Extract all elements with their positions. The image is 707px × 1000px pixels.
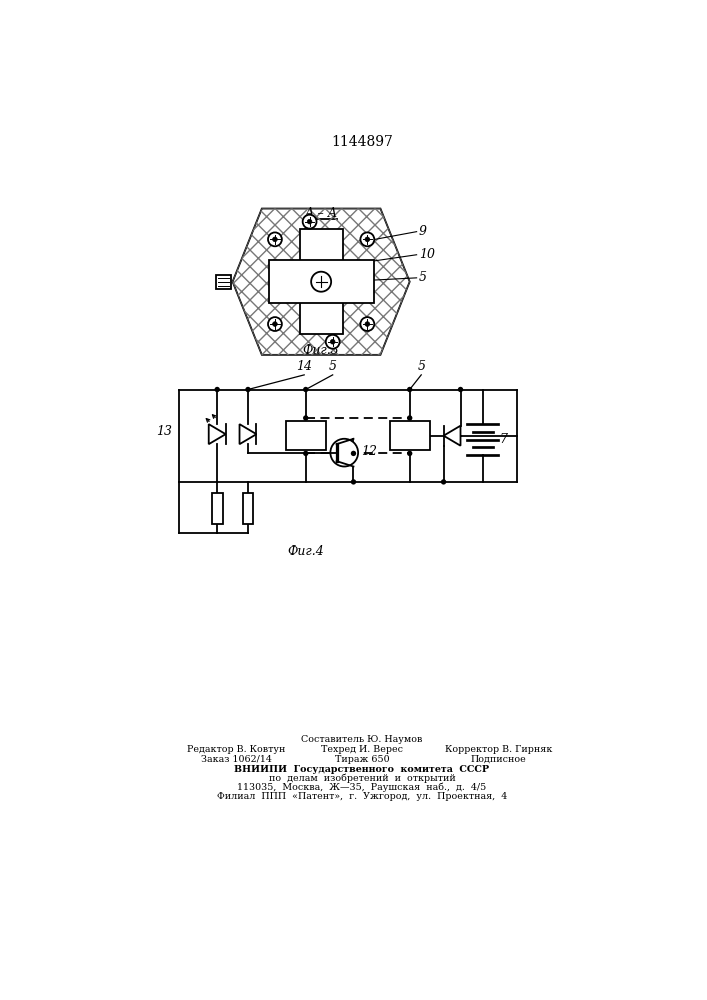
Circle shape <box>268 232 282 246</box>
Text: 1144897: 1144897 <box>331 135 393 149</box>
Circle shape <box>303 387 308 392</box>
Bar <box>216 275 231 289</box>
Circle shape <box>273 237 277 242</box>
Bar <box>390 421 430 450</box>
Text: Подписное: Подписное <box>470 755 526 764</box>
Text: 7: 7 <box>500 433 508 446</box>
Bar <box>269 260 373 303</box>
Text: Составитель Ю. Наумов: Составитель Ю. Наумов <box>301 735 423 744</box>
Text: 113035,  Москва,  Ж—35,  Раушская  наб.,  д.  4/5: 113035, Москва, Ж—35, Раушская наб., д. … <box>238 783 486 792</box>
Bar <box>300 229 343 334</box>
Circle shape <box>351 479 356 485</box>
Circle shape <box>458 387 463 392</box>
Circle shape <box>361 317 374 331</box>
Text: 5: 5 <box>329 360 337 373</box>
Text: А – А: А – А <box>305 207 338 220</box>
Circle shape <box>330 439 358 466</box>
Circle shape <box>361 232 374 246</box>
Text: 5: 5 <box>417 360 425 373</box>
Circle shape <box>268 317 282 331</box>
Text: Тираж 650: Тираж 650 <box>334 755 390 764</box>
Polygon shape <box>443 426 460 446</box>
Circle shape <box>273 322 277 326</box>
Text: 9: 9 <box>419 225 427 238</box>
Text: 13: 13 <box>156 425 173 438</box>
Text: 5: 5 <box>419 271 427 284</box>
Circle shape <box>303 215 317 229</box>
Circle shape <box>407 415 412 421</box>
Circle shape <box>330 339 335 344</box>
Circle shape <box>365 237 370 242</box>
Text: Заказ 1062/14: Заказ 1062/14 <box>201 755 272 764</box>
Text: 14: 14 <box>296 360 312 373</box>
Circle shape <box>303 415 308 421</box>
Text: Филиал  ППП  «Патент»,  г.  Ужгород,  ул.  Проектная,  4: Филиал ППП «Патент», г. Ужгород, ул. Про… <box>217 792 507 801</box>
Text: по  делам  изобретений  и  открытий: по делам изобретений и открытий <box>269 774 455 783</box>
Circle shape <box>303 451 308 456</box>
Circle shape <box>326 335 339 349</box>
Text: Фиг.3: Фиг.3 <box>303 344 339 358</box>
Text: Фиг.4: Фиг.4 <box>287 545 324 558</box>
Polygon shape <box>209 424 226 444</box>
Circle shape <box>308 219 312 224</box>
Polygon shape <box>240 424 257 444</box>
Circle shape <box>365 322 370 326</box>
Bar <box>286 421 326 450</box>
Circle shape <box>407 387 412 392</box>
Circle shape <box>245 387 251 392</box>
Text: 10: 10 <box>419 248 435 261</box>
Text: Техред И. Верес: Техред И. Верес <box>321 745 403 754</box>
Circle shape <box>214 387 220 392</box>
Text: Редактор В. Ковтун: Редактор В. Ковтун <box>187 745 286 754</box>
Circle shape <box>311 272 331 292</box>
Text: ВНИИПИ  Государственного  комитета  СССР: ВНИИПИ Государственного комитета СССР <box>235 765 489 774</box>
Circle shape <box>407 451 412 456</box>
Text: 12: 12 <box>361 445 377 458</box>
Text: Корректор В. Гирняк: Корректор В. Гирняк <box>445 745 552 754</box>
Circle shape <box>351 451 356 456</box>
Bar <box>243 493 253 524</box>
Circle shape <box>441 479 446 485</box>
Polygon shape <box>233 209 409 355</box>
Bar <box>212 493 223 524</box>
